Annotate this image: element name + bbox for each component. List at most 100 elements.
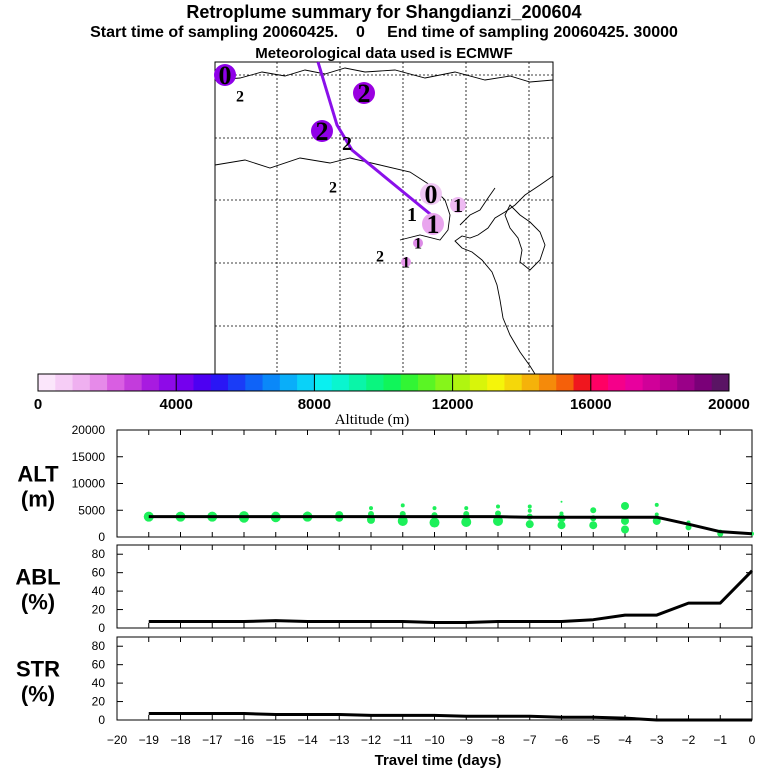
x-tick-label: −11 bbox=[393, 733, 413, 747]
colorbar-swatch bbox=[487, 374, 505, 391]
map-marker: 1 bbox=[450, 195, 466, 217]
panel-alt: 0 5000 10000 15000 20000 ALT(m) bbox=[17, 423, 754, 544]
colorbar-swatch bbox=[72, 374, 91, 391]
altitude-colorbar: 0 4000 8000 12000 16000 20000 Altitude (m) bbox=[34, 373, 750, 428]
str-series-line bbox=[148, 712, 752, 722]
map-marker: 2 bbox=[236, 89, 244, 106]
x-tick-label: −10 bbox=[424, 733, 445, 747]
panel-label: ABL bbox=[15, 565, 60, 590]
alt-point bbox=[493, 515, 503, 526]
alt-point bbox=[496, 504, 500, 509]
x-tick-label: −8 bbox=[491, 733, 505, 747]
x-tick-label: −7 bbox=[523, 733, 537, 747]
alt-point bbox=[621, 516, 629, 525]
colorbar-swatch bbox=[245, 374, 263, 391]
colorbar-swatch bbox=[124, 374, 143, 391]
colorbar-swatch bbox=[521, 374, 540, 391]
y-tick-label: 10000 bbox=[72, 477, 106, 491]
colorbar-swatch bbox=[141, 374, 160, 391]
alt-point bbox=[432, 506, 437, 511]
alt-point bbox=[621, 525, 629, 534]
panel-unit: (m) bbox=[21, 487, 55, 512]
abl-series-line bbox=[148, 569, 754, 624]
marker-label: 0 bbox=[425, 180, 438, 209]
map-marker: 0 bbox=[420, 180, 442, 209]
colorbar-tick-label: 16000 bbox=[570, 396, 612, 413]
colorbar-swatch bbox=[711, 374, 730, 391]
x-tick-label: −18 bbox=[170, 733, 191, 747]
marker-label: 1 bbox=[402, 255, 410, 272]
x-tick-label: −12 bbox=[361, 733, 382, 747]
panel-label: ALT bbox=[17, 462, 59, 487]
alt-point bbox=[527, 504, 532, 509]
colorbar-swatch bbox=[538, 374, 557, 391]
marker-dot bbox=[420, 183, 442, 205]
y-tick-label: 60 bbox=[92, 566, 106, 580]
colorbar-swatch bbox=[452, 374, 471, 391]
map-marker: 2 bbox=[311, 117, 333, 146]
meteorological-data-subtitle: Meteorological data used is ECMWF bbox=[255, 45, 513, 62]
colorbar-frame bbox=[37, 373, 730, 392]
alt-point bbox=[559, 511, 564, 516]
marker-dot bbox=[422, 213, 444, 235]
y-tick-label: 40 bbox=[92, 584, 106, 598]
colorbar-swatch bbox=[400, 374, 419, 391]
colorbar-tick-label: 8000 bbox=[298, 396, 331, 413]
colorbar-title: Altitude (m) bbox=[335, 412, 410, 428]
y-tick-label: 80 bbox=[92, 639, 106, 653]
map-gridlines bbox=[215, 62, 553, 374]
colorbar-swatch bbox=[625, 374, 644, 391]
y-tick-label: 0 bbox=[98, 713, 105, 727]
colorbar-swatch bbox=[642, 374, 661, 391]
marker-label: 2 bbox=[329, 180, 337, 197]
map-marker: 2 bbox=[342, 133, 352, 155]
colorbar-swatch bbox=[556, 374, 574, 391]
colorbar-swatch bbox=[504, 374, 523, 391]
colorbar-tick-label: 0 bbox=[34, 396, 42, 413]
alt-point bbox=[525, 520, 534, 529]
map-marker: 2 bbox=[376, 249, 384, 266]
marker-label: 1 bbox=[453, 195, 463, 217]
x-tick-label: −6 bbox=[555, 733, 569, 747]
alt-point bbox=[654, 512, 659, 517]
x-tick-label: −9 bbox=[459, 733, 473, 747]
alt-series-line bbox=[148, 515, 753, 536]
time-series-panels: 05000100001500020000ALT(m)020406080ABL(%… bbox=[15, 423, 755, 768]
y-tick-label: 0 bbox=[98, 530, 105, 544]
x-tick-label: −4 bbox=[618, 733, 632, 747]
marker-dot bbox=[413, 238, 423, 248]
y-tick-label: 20 bbox=[92, 695, 106, 709]
colorbar-swatch bbox=[314, 374, 333, 391]
colorbar-swatch bbox=[158, 374, 177, 391]
alt-point bbox=[464, 506, 469, 511]
x-axis-title: Travel time (days) bbox=[375, 752, 502, 768]
x-tick-label: −20 bbox=[107, 733, 128, 747]
y-tick-label: 40 bbox=[92, 676, 106, 690]
alt-point bbox=[557, 521, 566, 530]
x-tick-label: −13 bbox=[329, 733, 350, 747]
map-marker: 1 bbox=[401, 255, 411, 272]
trajectory-path bbox=[316, 61, 436, 220]
alt-point bbox=[429, 517, 440, 528]
marker-label: 1 bbox=[427, 210, 440, 239]
alt-point bbox=[369, 506, 373, 511]
colorbar-swatch bbox=[297, 374, 315, 391]
colorbar-swatch bbox=[89, 374, 108, 391]
coastlines-and-borders bbox=[214, 67, 554, 375]
alt-point bbox=[654, 502, 659, 507]
x-tick-label: −2 bbox=[682, 733, 696, 747]
panel-label: STR bbox=[16, 657, 60, 682]
y-tick-label: 80 bbox=[92, 547, 106, 561]
colorbar-tick-labels: 0 4000 8000 12000 16000 20000 bbox=[34, 374, 750, 413]
y-tick-label: 0 bbox=[98, 621, 105, 635]
alt-point bbox=[590, 507, 597, 514]
alt-point bbox=[400, 503, 405, 508]
marker-dot bbox=[214, 64, 236, 86]
x-tick-label: −15 bbox=[266, 733, 287, 747]
colorbar-swatch bbox=[348, 374, 367, 391]
colorbar-swatch bbox=[210, 374, 229, 391]
colorbar-swatch bbox=[469, 374, 488, 391]
alt-point bbox=[527, 508, 532, 513]
